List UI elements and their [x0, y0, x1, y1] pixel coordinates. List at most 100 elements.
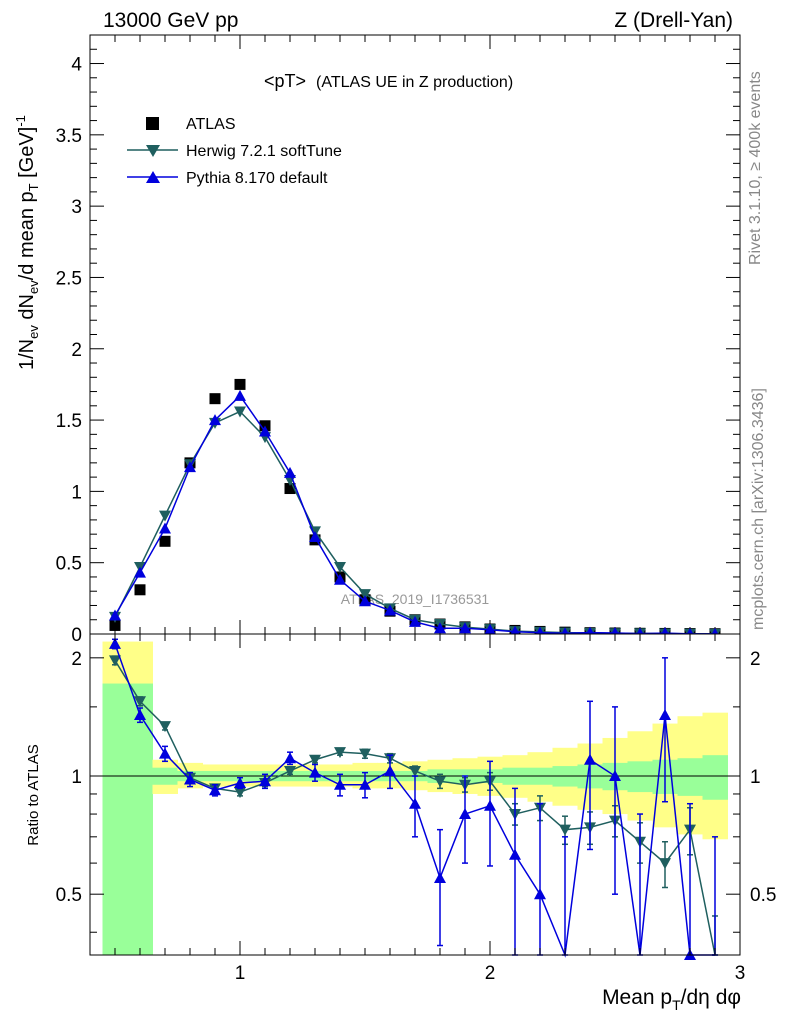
herwig-data-point: [359, 589, 371, 601]
ylabel-sup: -1: [13, 115, 28, 127]
pythia-ratio-point: [484, 799, 496, 811]
header-left-label: 13000 GeV pp: [103, 9, 238, 32]
herwig-ratio-point: [284, 765, 296, 777]
pythia-data-point: [484, 623, 496, 635]
ylabel-sub-ev-1: ev: [26, 325, 41, 339]
chart-title-main: <pT>: [264, 71, 306, 91]
herwig-ratio-point: [409, 765, 421, 777]
pythia-data-point: [309, 531, 321, 543]
legend-marker-herwig: [146, 145, 160, 157]
pythia-ratio-point: [659, 709, 671, 721]
ratio-band-inner: [127, 683, 153, 955]
herwig-ratio-point: [659, 858, 671, 870]
main-y-axis-label: 1/Nev dNev/d mean pT [GeV]-1: [13, 115, 41, 370]
ratio-panel: 0.5 0.5 1 1 2 2 1 2 3 Ratio to ATLAS Mean pT/dη …: [25, 633, 776, 1013]
chart-title-sub: (ATLAS UE in Z production): [316, 74, 513, 91]
pythia-data-point: [259, 425, 271, 437]
pythia-data-point: [284, 466, 296, 478]
pythia-data-point: [134, 566, 146, 578]
pythia-ratio-point: [209, 784, 221, 796]
xlabel-part-1: Mean p: [602, 986, 672, 1009]
legend-label-herwig: Herwig 7.2.1 softTune: [186, 143, 342, 160]
xlabel-part-2: /dη dφ: [681, 986, 741, 1009]
pythia-ratio-point: [384, 764, 396, 776]
herwig-ratio-point: [159, 721, 171, 733]
ratio-uncertainty-bands: [102, 641, 728, 955]
pythia-ratio-point: [409, 797, 421, 809]
ratio-band-inner: [102, 683, 128, 955]
pythia-ratio-point: [284, 752, 296, 764]
main-panel: ATLAS_2019_I1736531 0 0.5 1 1.5 2 2.5 3 3.5 4 <p…: [13, 34, 741, 646]
pythia-ratio-point: [509, 848, 521, 860]
main-ytick-label: 0.5: [56, 554, 82, 575]
pythia-ratio-point: [534, 888, 546, 900]
ylabel-part-1: 1/N: [16, 339, 38, 370]
pythia-ratio-point: [309, 766, 321, 778]
legend-label-pythia: Pythia 8.170 default: [186, 170, 328, 187]
pythia-ratio-point: [159, 747, 171, 759]
pythia-ratio-point: [459, 808, 471, 820]
pythia-data-point: [234, 389, 246, 401]
main-ytick-label: 1: [71, 482, 82, 503]
pythia-ratio-point: [109, 637, 121, 649]
pythia-ratio-point: [259, 775, 271, 787]
pythia-data-point: [459, 622, 471, 634]
atlas-data-point: [234, 378, 246, 390]
herwig-ratio-point: [559, 824, 571, 836]
pythia-ratio-point: [234, 776, 246, 788]
ratio-ytick-label-right: 0.5: [750, 885, 776, 906]
ratio-band-inner: [702, 755, 728, 800]
herwig-ratio-point: [434, 776, 446, 788]
ylabel-sub-t: T: [26, 183, 41, 191]
ratio-ytick-label: 2: [71, 649, 82, 670]
ratio-axis-ticks: 0.5 0.5 1 1 2 2 1 2 3: [56, 634, 776, 984]
legend-marker-pythia: [146, 171, 160, 183]
xlabel-sub-t: T: [672, 997, 681, 1013]
ylabel-sub-ev-2: ev: [26, 280, 41, 294]
pythia-data-point: [384, 604, 396, 616]
ylabel-part-4: [GeV]: [16, 127, 38, 184]
ratio-plot-frame: [89, 633, 741, 956]
herwig-ratio-point: [309, 754, 321, 766]
ratio-ytick-label-right: 1: [750, 767, 761, 788]
main-ytick-label: 1.5: [56, 411, 82, 432]
legend-marker-atlas: [146, 117, 159, 130]
mcplots-label: mcplots.cern.ch [arXiv:1306.3436]: [750, 388, 767, 630]
main-ytick-label: 2: [71, 340, 82, 361]
legend-label-atlas: ATLAS: [186, 116, 236, 133]
pythia-data-point: [434, 622, 446, 634]
atlas-data-point: [134, 584, 146, 596]
pythia-data-point: [409, 615, 421, 627]
ratio-y-axis-label: Ratio to ATLAS: [25, 744, 42, 845]
ratio-band-inner: [677, 758, 703, 796]
pythia-data-point: [209, 414, 221, 426]
x-tick-label: 2: [485, 963, 496, 984]
herwig-data-point: [334, 561, 346, 573]
pythia-ratio-point: [434, 871, 446, 883]
atlas-data-point: [284, 483, 296, 495]
ratio-band-inner: [627, 761, 653, 793]
x-tick-label: 3: [735, 963, 746, 984]
main-plot-area: [90, 35, 740, 634]
herwig-ratio-point: [334, 747, 346, 759]
main-series-group: [109, 378, 721, 640]
ylabel-part-3: /d mean p: [16, 191, 38, 280]
x-tick-label: 1: [235, 963, 246, 984]
herwig-ratio-point: [134, 696, 146, 708]
x-axis-label: Mean pT/dη dφ: [602, 986, 741, 1013]
herwig-ratio-point: [234, 787, 246, 799]
main-ytick-label: 0: [71, 625, 82, 646]
ratio-ytick-label: 0.5: [56, 885, 82, 906]
pythia-ratio-point: [609, 770, 621, 782]
watermark-label: ATLAS_2019_I1736531: [341, 591, 490, 607]
pythia-ratio-point: [334, 778, 346, 790]
ratio-series-group: [109, 637, 718, 960]
main-ytick-label: 4: [71, 55, 82, 76]
pythia-ratio-point: [134, 709, 146, 721]
ratio-ytick-label-right: 2: [750, 649, 761, 670]
pythia-ratio-point: [584, 753, 596, 765]
pythia-data-point: [159, 522, 171, 534]
legend: ATLAS Herwig 7.2.1 softTune Pythia 8.170…: [127, 116, 342, 187]
pythia-ratio-point: [184, 773, 196, 785]
